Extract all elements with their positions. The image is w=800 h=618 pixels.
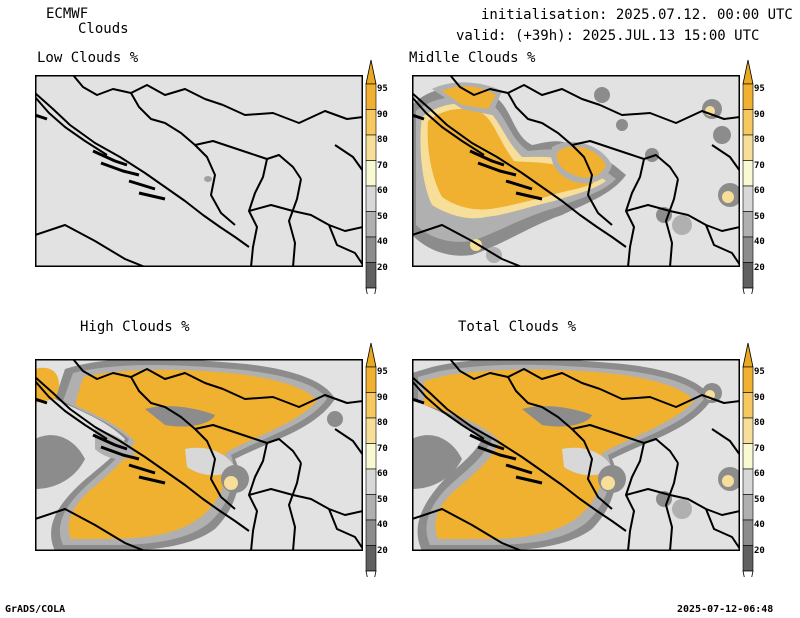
colorbar-above-arrow [742,59,754,85]
colorbar-segment [365,211,377,238]
colorbar-segment [742,392,754,419]
colorbar-level-label: 60 [377,186,388,196]
map-high-clouds [35,359,363,551]
colorbar-below-arrow [742,287,754,313]
colorbar-segment [365,494,377,521]
colorbar-above-arrow [742,342,754,368]
colorbar-segment [365,545,377,572]
colorbar-level-label: 40 [754,237,765,247]
colorbar-segment [365,83,377,110]
colorbar-segment [742,160,754,187]
product-label: Clouds [78,21,129,37]
colorbar-segment [742,545,754,572]
colorbar-level-label: 80 [754,418,765,428]
colorbar-segment [365,160,377,187]
colorbar-level-label: 40 [377,237,388,247]
colorbar-level-label: 95 [754,367,765,377]
colorbar-below-arrow [365,570,377,596]
colorbar-segment [742,185,754,212]
colorbar-level-label: 80 [377,135,388,145]
colorbar-graphic [365,342,377,596]
map-total-clouds [412,359,740,551]
colorbar-level-label: 70 [754,160,765,171]
software-credit: GrADS/COLA [5,604,66,615]
colorbar-high: 95 90 80 70 60 50 40 20 [364,341,404,596]
colorbar-level-label: 50 [377,494,388,505]
colorbar-segment [742,417,754,444]
colorbar-segment [365,185,377,212]
map-low-clouds [35,75,363,267]
colorbar-level-label: 70 [377,160,388,171]
colorbar-level-label: 95 [377,367,388,377]
colorbar-segment [742,262,754,289]
colorbar-level-label: 80 [754,135,765,145]
colorbar-below-arrow [365,287,377,313]
colorbar-segment [365,392,377,419]
colorbar-total: 95 90 80 70 60 50 40 20 [741,341,781,596]
map-middle-clouds [412,75,740,267]
colorbar-level-label: 20 [377,262,388,273]
colorbar-segment [365,262,377,289]
colorbar-segment [742,494,754,521]
colorbar-above-arrow [365,342,377,368]
colorbar-segment [365,519,377,546]
init-time: initialisation: 2025.07.12. 00:00 UTC [481,7,793,23]
model-label: ECMWF [46,6,89,22]
colorbar-above-arrow [365,59,377,85]
colorbar-graphic [742,342,754,596]
colorbar-segment [742,134,754,161]
colorbar-level-label: 20 [754,545,765,556]
panel-title-total: Total Clouds % [458,319,577,335]
colorbar-segment [742,211,754,238]
colorbar-level-label: 40 [754,520,765,530]
colorbar-level-label: 60 [754,469,765,479]
colorbar-level-label: 95 [377,84,388,94]
colorbar-segment [742,366,754,393]
colorbar-graphic [365,59,377,313]
colorbar-segment [365,468,377,495]
colorbar-segment [365,134,377,161]
colorbar-segment [742,236,754,263]
colorbar-level-label: 90 [754,109,765,120]
panel-title-low: Low Clouds % [37,50,139,66]
colorbar-level-label: 60 [377,469,388,479]
colorbar-level-label: 50 [754,494,765,505]
colorbar-level-label: 60 [754,186,765,196]
colorbar-below-arrow [742,570,754,596]
colorbar-level-label: 50 [754,211,765,222]
colorbar-level-label: 95 [754,84,765,94]
colorbar-level-label: 20 [377,545,388,556]
colorbar-segment [365,236,377,263]
colorbar-segment [365,109,377,136]
valid-time: valid: (+39h): 2025.JUL.13 15:00 UTC [456,28,760,44]
colorbar-segment [742,519,754,546]
colorbar-middle: 95 90 80 70 60 50 40 20 [741,58,781,313]
colorbar-level-label: 90 [754,392,765,403]
colorbar-level-label: 90 [377,109,388,120]
colorbar-level-label: 40 [377,520,388,530]
colorbar-segment [365,443,377,470]
colorbar-level-label: 80 [377,418,388,428]
panel-title-high: High Clouds % [80,319,190,335]
colorbar-level-label: 20 [754,262,765,273]
colorbar-segment [742,83,754,110]
colorbar-level-label: 70 [754,443,765,454]
colorbar-segment [365,366,377,393]
colorbar-low: 95 90 80 70 60 50 40 20 [364,58,404,313]
colorbar-segment [742,443,754,470]
colorbar-segment [365,417,377,444]
plot-timestamp: 2025-07-12-06:48 [677,604,774,615]
colorbar-level-label: 90 [377,392,388,403]
panel-title-middle: Midlle Clouds % [409,50,536,66]
colorbar-level-label: 70 [377,443,388,454]
colorbar-level-label: 50 [377,211,388,222]
colorbar-segment [742,468,754,495]
colorbar-segment [742,109,754,136]
